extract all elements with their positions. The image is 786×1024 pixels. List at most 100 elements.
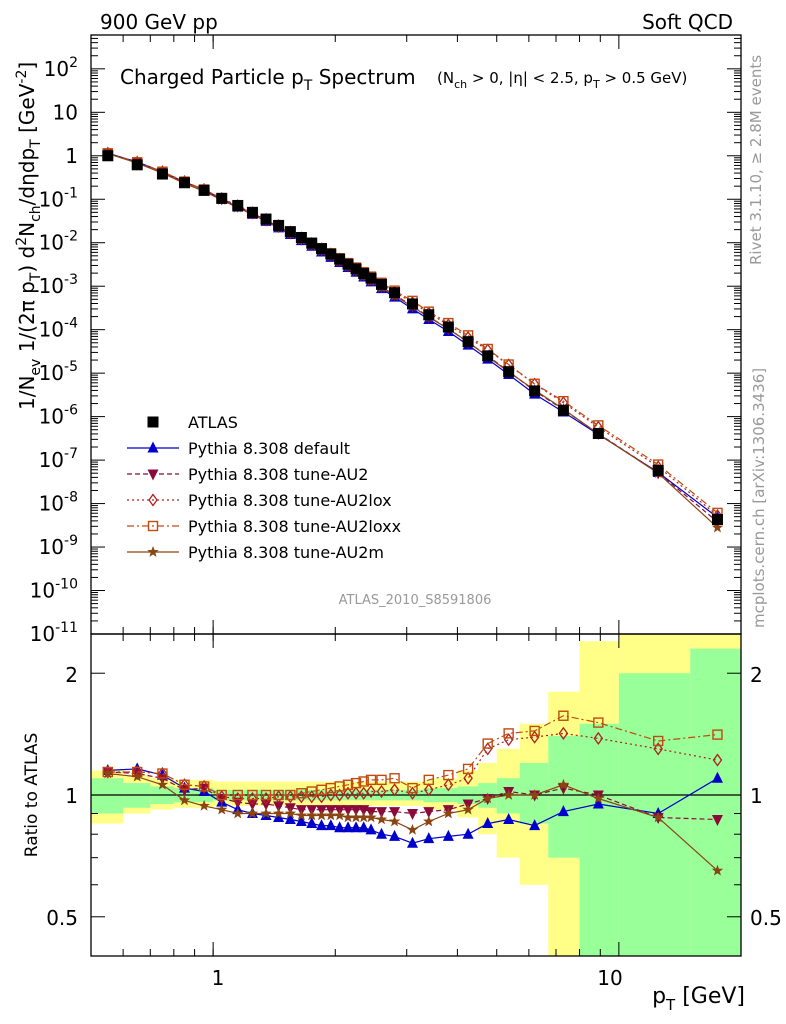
legend-marker: [147, 441, 159, 453]
legend-label: Pythia 8.308 default: [188, 439, 350, 458]
legend-marker: [148, 493, 158, 507]
ratio-point-pythia-8-308-tune-au2lox: [593, 731, 604, 746]
main-point-atlas: [365, 272, 377, 284]
ratio-point-pythia-8-308-tune-au2: [389, 807, 401, 819]
ratio-point-pythia-8-308-tune-au2m: [178, 794, 191, 806]
ratio-point-pythia-8-308-tune-au2loxx: [260, 789, 272, 801]
main-y-tick-label: 10-6: [39, 403, 79, 429]
legend-marker: [147, 469, 159, 481]
legend-marker: [147, 546, 159, 557]
ratio-point-pythia-8-308-tune-au2lox: [296, 790, 307, 804]
ratio-point-pythia-8-308-tune-au2m: [342, 811, 354, 823]
main-y-tick-label: 10-3: [39, 272, 78, 298]
ratio-point-pythia-8-308-tune-au2loxx: [503, 728, 514, 739]
main-point-atlas: [557, 404, 569, 416]
ratio-tick-label-2-left: 2: [65, 663, 78, 687]
ratio-point-pythia-8-308-tune-au2lox: [712, 753, 723, 767]
main-point-atlas: [306, 237, 318, 249]
main-point-atlas: [273, 219, 285, 231]
ratio-tick-label-05-right: 0.5: [750, 906, 782, 930]
ratio-point-pythia-8-308-tune-au2lox: [558, 726, 569, 740]
main-point-atlas: [284, 226, 296, 238]
ratio-point-pythia-8-308-tune-au2loxx: [306, 786, 317, 797]
ratio-point-pythia-8-308-tune-au2lox: [261, 791, 271, 806]
ratio-point-pythia-8-308-tune-au2m: [652, 811, 664, 823]
ratio-point-pythia-8-308-tune-au2m: [295, 809, 308, 821]
ratio-point-pythia-8-308-tune-au2m: [260, 807, 272, 819]
ratio-point-pythia-8-308-default: [462, 827, 474, 839]
ratio-point-pythia-8-308-tune-au2: [711, 814, 723, 826]
ratio-point-pythia-8-308-default: [503, 812, 515, 824]
band-inner-bin: [579, 723, 619, 956]
main-point-atlas: [246, 206, 258, 218]
ratio-point-pythia-8-308-tune-au2lox: [232, 791, 243, 806]
ratio-point-pythia-8-308-tune-au2: [376, 807, 388, 819]
header-left-label: 900 GeV pp: [100, 10, 218, 34]
ratio-point-pythia-8-308-tune-au2m: [388, 815, 401, 827]
header-right-label: Soft QCD: [642, 10, 733, 34]
ratio-line-pythia-8-308-tune-au2loxx: [107, 715, 718, 796]
main-point-atlas: [102, 150, 114, 162]
ratio-point-pythia-8-308-default: [342, 821, 354, 833]
main-point-atlas: [442, 321, 454, 333]
ratio-point-pythia-8-308-default: [325, 819, 337, 831]
ratio-point-pythia-8-308-default: [406, 836, 418, 848]
main-y-tick-label: 10-8: [39, 490, 78, 516]
main-y-tick-labels: 10-1110-1010-910-810-710-610-510-410-310…: [30, 55, 78, 646]
ratio-point-pythia-8-308-default: [711, 771, 723, 783]
ratio-point-pythia-8-308-tune-au2m: [284, 807, 297, 819]
ratio-point-pythia-8-308-tune-au2lox: [351, 786, 361, 800]
ratio-point-pythia-8-308-tune-au2loxx: [376, 774, 387, 786]
ratio-point-pythia-8-308-tune-au2: [350, 805, 362, 817]
ratio-point-pythia-8-308-tune-au2loxx: [365, 774, 377, 786]
main-point-atlas: [529, 385, 541, 397]
ratio-point-pythia-8-308-tune-au2lox: [482, 742, 493, 756]
ratio-point-pythia-8-308-tune-au2m: [365, 811, 377, 823]
ratio-point-pythia-8-308-tune-au2: [406, 809, 418, 821]
ratio-point-pythia-8-308-default: [284, 812, 296, 824]
ratio-point-pythia-8-308-default: [389, 829, 401, 841]
ratio-point-pythia-8-308-tune-au2loxx: [179, 779, 190, 790]
ratio-point-pythia-8-308-tune-au2lox: [273, 790, 284, 804]
main-point-pythia-8-308-tune-au2m: [711, 521, 724, 533]
main-point-atlas: [350, 263, 362, 275]
ratio-point-pythia-8-308-tune-au2m: [315, 809, 328, 821]
legend-label: Pythia 8.308 tune-AU2loxx: [188, 517, 401, 536]
ratio-y-tick-labels: 2 1 0.5 2 1 0.5: [46, 663, 782, 930]
ratio-point-pythia-8-308-tune-au2loxx: [157, 768, 168, 779]
ratio-point-pythia-8-308-tune-au2m: [333, 809, 346, 821]
legend-label: Pythia 8.308 tune-AU2: [188, 465, 368, 484]
band-inner-bin: [91, 778, 124, 814]
main-point-atlas: [342, 258, 354, 270]
ratio-point-pythia-8-308-tune-au2loxx: [558, 710, 569, 721]
main-point-atlas: [358, 268, 370, 280]
main-point-atlas: [503, 366, 515, 378]
main-point-atlas: [131, 159, 143, 171]
ratio-point-pythia-8-308-tune-au2m: [156, 778, 169, 790]
ratio-line-pythia-8-308-tune-au2: [107, 771, 718, 821]
ratio-point-pythia-8-308-tune-au2lox: [306, 790, 317, 804]
ratio-tick-label-1-left: 1: [65, 784, 78, 808]
main-point-atlas: [334, 253, 346, 265]
ratio-point-pythia-8-308-default: [423, 832, 435, 844]
ratio-point-pythia-8-308-tune-au2m: [350, 811, 362, 823]
plot-cuts-label: (Nch > 0, |η| < 2.5, pT > 0.5 GeV): [437, 69, 687, 91]
ratio-point-pythia-8-308-default: [365, 823, 377, 835]
ratio-point-pythia-8-308-tune-au2m: [131, 770, 143, 782]
ratio-tick-label-05-left: 0.5: [46, 906, 78, 930]
ratio-point-pythia-8-308-default: [358, 821, 370, 833]
ratio-point-pythia-8-308-tune-au2m: [462, 803, 474, 815]
ratio-point-pythia-8-308-tune-au2loxx: [529, 725, 540, 737]
ratio-line-pythia-8-308-tune-au2lox: [107, 732, 718, 800]
ratio-tick-label-2-right: 2: [750, 663, 763, 687]
rivet-version-label: Rivet 3.1.10, ≥ 2.8M events: [747, 55, 765, 265]
mcplots-reference-label: mcplots.cern.ch [arXiv:1306.3436]: [750, 368, 768, 628]
main-point-atlas: [389, 287, 401, 299]
ratio-point-pythia-8-308-tune-au2lox: [334, 788, 345, 802]
main-y-tick-label: 10-1: [39, 185, 78, 211]
main-point-atlas: [482, 350, 494, 362]
main-point-atlas: [592, 427, 604, 439]
ratio-point-pythia-8-308-default: [350, 821, 362, 833]
main-point-atlas: [178, 177, 190, 189]
